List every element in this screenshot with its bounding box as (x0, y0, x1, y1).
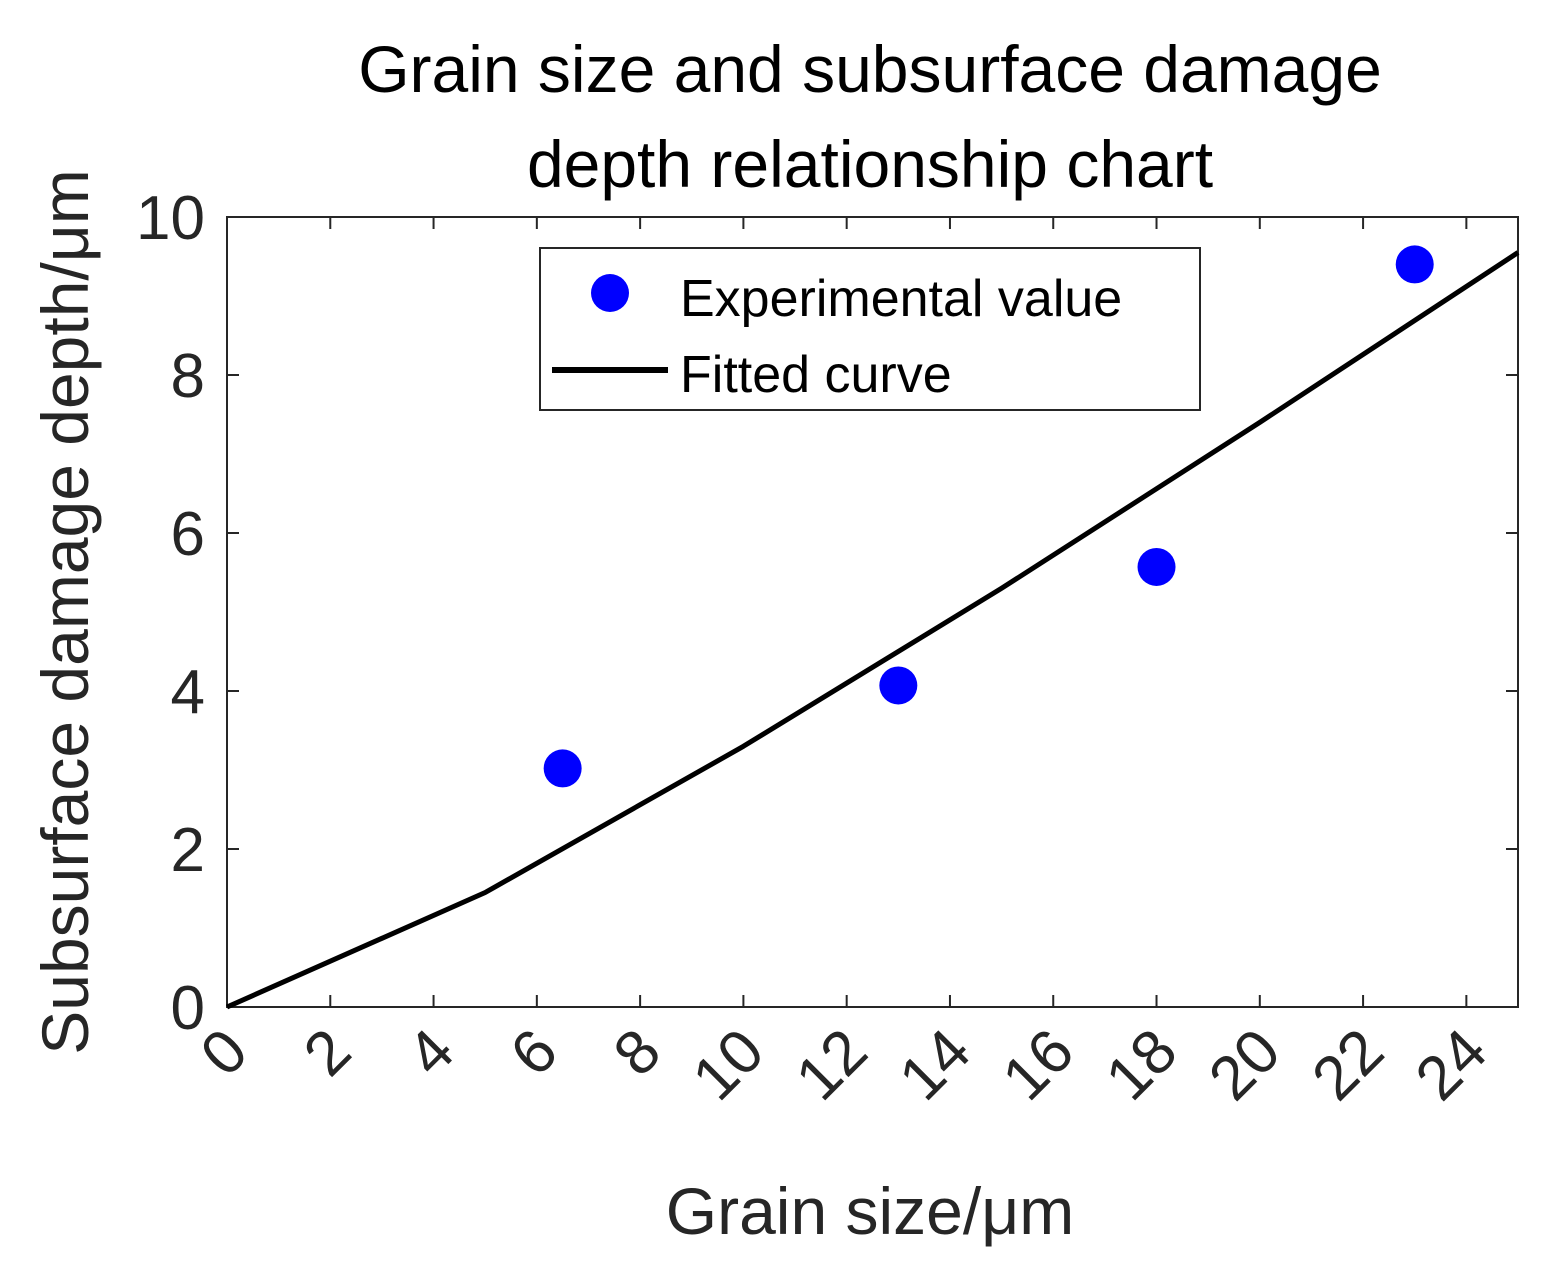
experimental-points-layer (543, 245, 1434, 788)
legend-label-experimental-value: Experimental value (680, 270, 1122, 328)
experimental-point (1137, 547, 1176, 586)
y-tick-label: 8 (171, 342, 205, 411)
chart-title-line-2: depth relationship chart (527, 127, 1213, 201)
legend-label-fitted-curve: Fitted curve (680, 346, 952, 404)
y-tick-label: 4 (171, 658, 205, 727)
legend-marker-experimental-value (591, 274, 629, 312)
fitted-curve-line (225, 250, 1520, 1010)
y-tick-label: 10 (136, 184, 205, 253)
y-tick-label: 6 (171, 500, 205, 569)
x-axis-label: Grain size/μm (666, 1174, 1074, 1248)
chart-title-line-1: Grain size and subsurface damage (358, 32, 1382, 106)
y-axis-label: Subsurface damage depth/μm (28, 169, 102, 1055)
legend: Experimental value Fitted curve (539, 247, 1201, 411)
experimental-point (543, 749, 582, 788)
experimental-point (1395, 245, 1434, 284)
experimental-point (879, 666, 918, 705)
legend-box (539, 247, 1201, 411)
fitted-curve-layer (225, 250, 1520, 1010)
y-tick-label: 0 (171, 974, 205, 1043)
y-tick-label: 2 (171, 816, 205, 885)
